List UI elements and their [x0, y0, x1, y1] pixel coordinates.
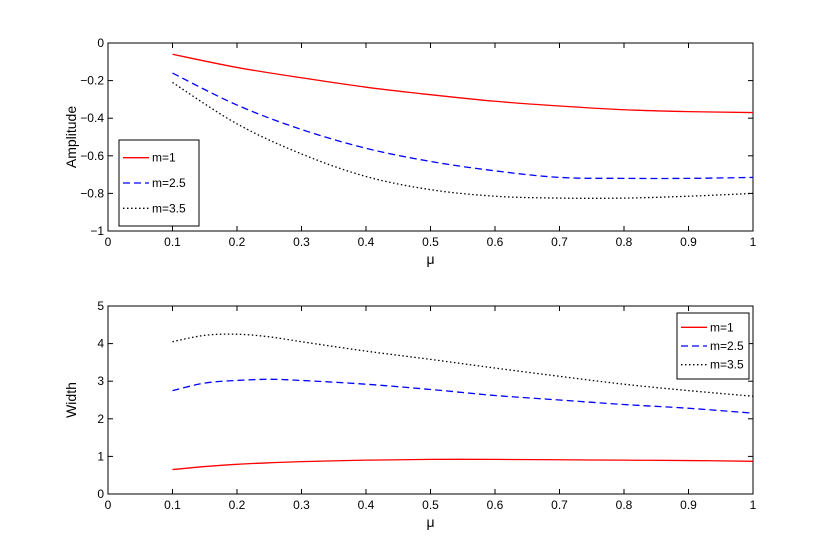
panel-1-xtick-label: 0.2	[229, 235, 246, 249]
panel-1-ytick-label: −1	[90, 224, 104, 238]
panel-1-legend-label: m=1	[152, 151, 176, 165]
panel-2-ytick-label: 4	[97, 337, 104, 351]
panel-2-xtick-label: 0.2	[229, 498, 246, 512]
panel-2-xtick-label: 0.3	[293, 498, 310, 512]
panel-2-legend-label: m=2.5	[710, 339, 744, 353]
panel-1-ytick-label: 0	[97, 36, 104, 50]
panel-1-xtick-label: 1	[750, 235, 757, 249]
panel-1-xlabel: μ	[426, 251, 434, 267]
panel-2-ytick-label: 1	[97, 449, 104, 463]
panel-2-series-m-3-5	[172, 333, 754, 397]
panel-1-xtick-label: 0.4	[358, 235, 375, 249]
panel-2-xtick-label: 0.9	[680, 498, 697, 512]
panel-2-xtick-label: 0.5	[422, 498, 439, 512]
panel-1-ytick-label: −0.2	[80, 74, 104, 88]
panel-1-legend-box	[118, 139, 200, 227]
panel-2-xtick-label: 0.8	[616, 498, 633, 512]
panel-1-xtick-label: 0.9	[680, 235, 697, 249]
panel-1-legend: m=1 m=2.5 m=3.5	[118, 139, 200, 227]
panel-2-legend: m=1 m=2.5 m=3.5	[676, 312, 750, 380]
panel-1-legend-label: m=2.5	[152, 176, 186, 190]
panel-1-ytick-label: −0.6	[80, 149, 104, 163]
panel-2-ytick-label: 2	[97, 412, 104, 426]
panel-1-xtick-label: 0.8	[616, 235, 633, 249]
panel-2-legend-label: m=1	[710, 320, 734, 334]
panel-1-xtick-label: 0.5	[422, 235, 439, 249]
panel-2-ytick-label: 5	[97, 299, 104, 313]
panel-1-ytick-label: −0.8	[80, 186, 104, 200]
panel-2-series-m-2-5	[172, 378, 754, 414]
panel-1-xtick-label: 0	[105, 235, 112, 249]
panel-2-legend-box	[676, 312, 750, 380]
panel-2-ytick-label: 3	[97, 374, 104, 388]
panel-1-xtick-label: 0.1	[164, 235, 181, 249]
panel-2: 0 0.1 0.2 0.3 0.4 0.5 0.6 0.7 0.8 0.9 1 0 1 2 3 4 5 μ Widt…	[63, 299, 757, 530]
panel-1-legend-label: m=3.5	[152, 201, 186, 215]
panel-1-ytick-label: −0.4	[80, 111, 104, 125]
panel-2-xtick-label: 0.4	[358, 498, 375, 512]
panel-1: 0 0.1 0.2 0.3 0.4 0.5 0.6 0.7 0.8 0.9 1 −1 −0.8 −0.6 −…	[63, 36, 757, 267]
panel-1-series-m-3-5	[172, 81, 754, 199]
panel-2-xtick-label: 0	[105, 498, 112, 512]
panel-2-ytick-label: 0	[97, 487, 104, 501]
panel-2-xtick-label: 0.7	[551, 498, 568, 512]
panel-2-ylabel: Width	[63, 382, 79, 418]
panel-2-xlabel: μ	[426, 514, 434, 530]
panel-2-xtick-label: 0.1	[164, 498, 181, 512]
panel-2-xtick-label: 1	[750, 498, 757, 512]
panel-2-legend-label: m=3.5	[710, 358, 744, 372]
panel-2-series-m-1	[172, 458, 754, 471]
panel-1-series-m-1	[172, 53, 754, 114]
panel-2-axes-frame	[107, 305, 754, 495]
panel-1-ylabel: Amplitude	[63, 106, 79, 168]
panel-2-xtick-label: 0.6	[487, 498, 504, 512]
panel-1-axes-frame	[107, 42, 754, 232]
panel-1-series-m-2-5	[172, 72, 754, 180]
panel-1-xtick-label: 0.7	[551, 235, 568, 249]
panel-1-xtick-label: 0.6	[487, 235, 504, 249]
panel-1-xtick-label: 0.3	[293, 235, 310, 249]
